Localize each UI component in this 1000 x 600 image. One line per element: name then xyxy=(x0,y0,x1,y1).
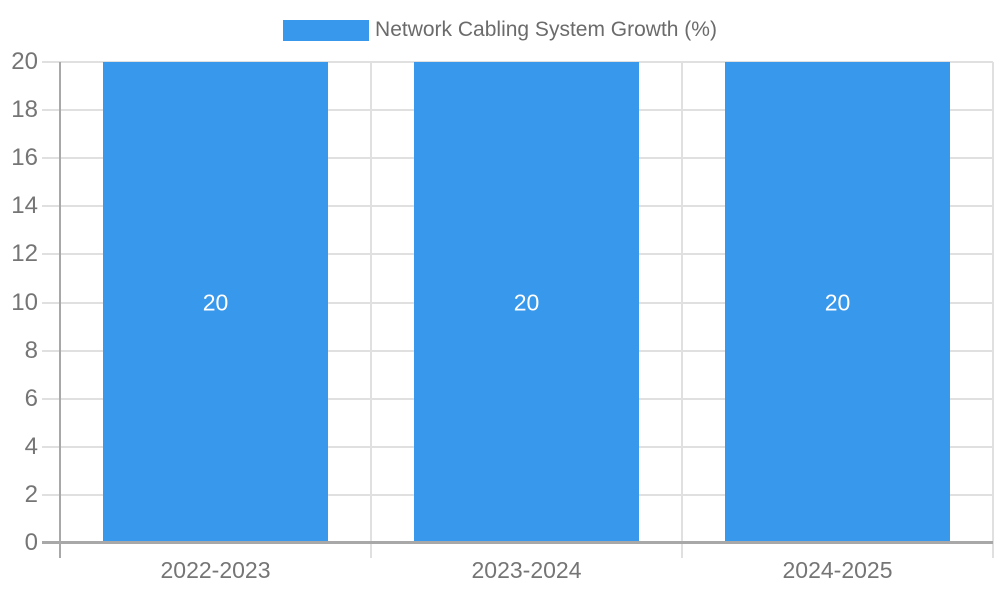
x-axis-line xyxy=(42,541,993,544)
legend-label[interactable]: Network Cabling System Growth (%) xyxy=(375,18,717,41)
bar[interactable] xyxy=(725,62,950,543)
chart-legend[interactable]: Network Cabling System Growth (%) xyxy=(0,18,1000,42)
bar-value-label: 20 xyxy=(824,289,851,315)
y-axis-tick-label: 0 xyxy=(24,529,38,556)
x-axis-category-label: 2023-2024 xyxy=(471,557,582,583)
v-gridline xyxy=(370,62,372,558)
y-axis-line xyxy=(59,62,61,558)
y-axis-tick-label: 10 xyxy=(11,288,38,316)
y-axis-tick-label: 14 xyxy=(11,192,38,220)
v-gridline xyxy=(992,62,994,558)
x-axis-category-label: 2024-2025 xyxy=(782,557,893,583)
y-axis-tick-label: 2 xyxy=(24,480,38,508)
v-gridline xyxy=(681,62,683,558)
y-axis-tick-label: 6 xyxy=(24,384,38,412)
y-axis-tick-label: 4 xyxy=(24,432,38,460)
bar[interactable] xyxy=(414,62,639,543)
bar-value-label: 20 xyxy=(202,289,229,315)
y-axis-tick-label: 12 xyxy=(11,240,38,268)
y-axis-tick-label: 18 xyxy=(11,96,38,124)
legend-swatch[interactable] xyxy=(283,19,370,41)
bar-value-label: 20 xyxy=(513,289,540,315)
y-axis-tick-label: 20 xyxy=(11,48,38,75)
x-axis-category-label: 2022-2023 xyxy=(160,557,271,583)
y-axis-tick-label: 8 xyxy=(24,336,38,364)
bar[interactable] xyxy=(103,62,328,543)
y-axis-tick-label: 16 xyxy=(11,144,38,172)
